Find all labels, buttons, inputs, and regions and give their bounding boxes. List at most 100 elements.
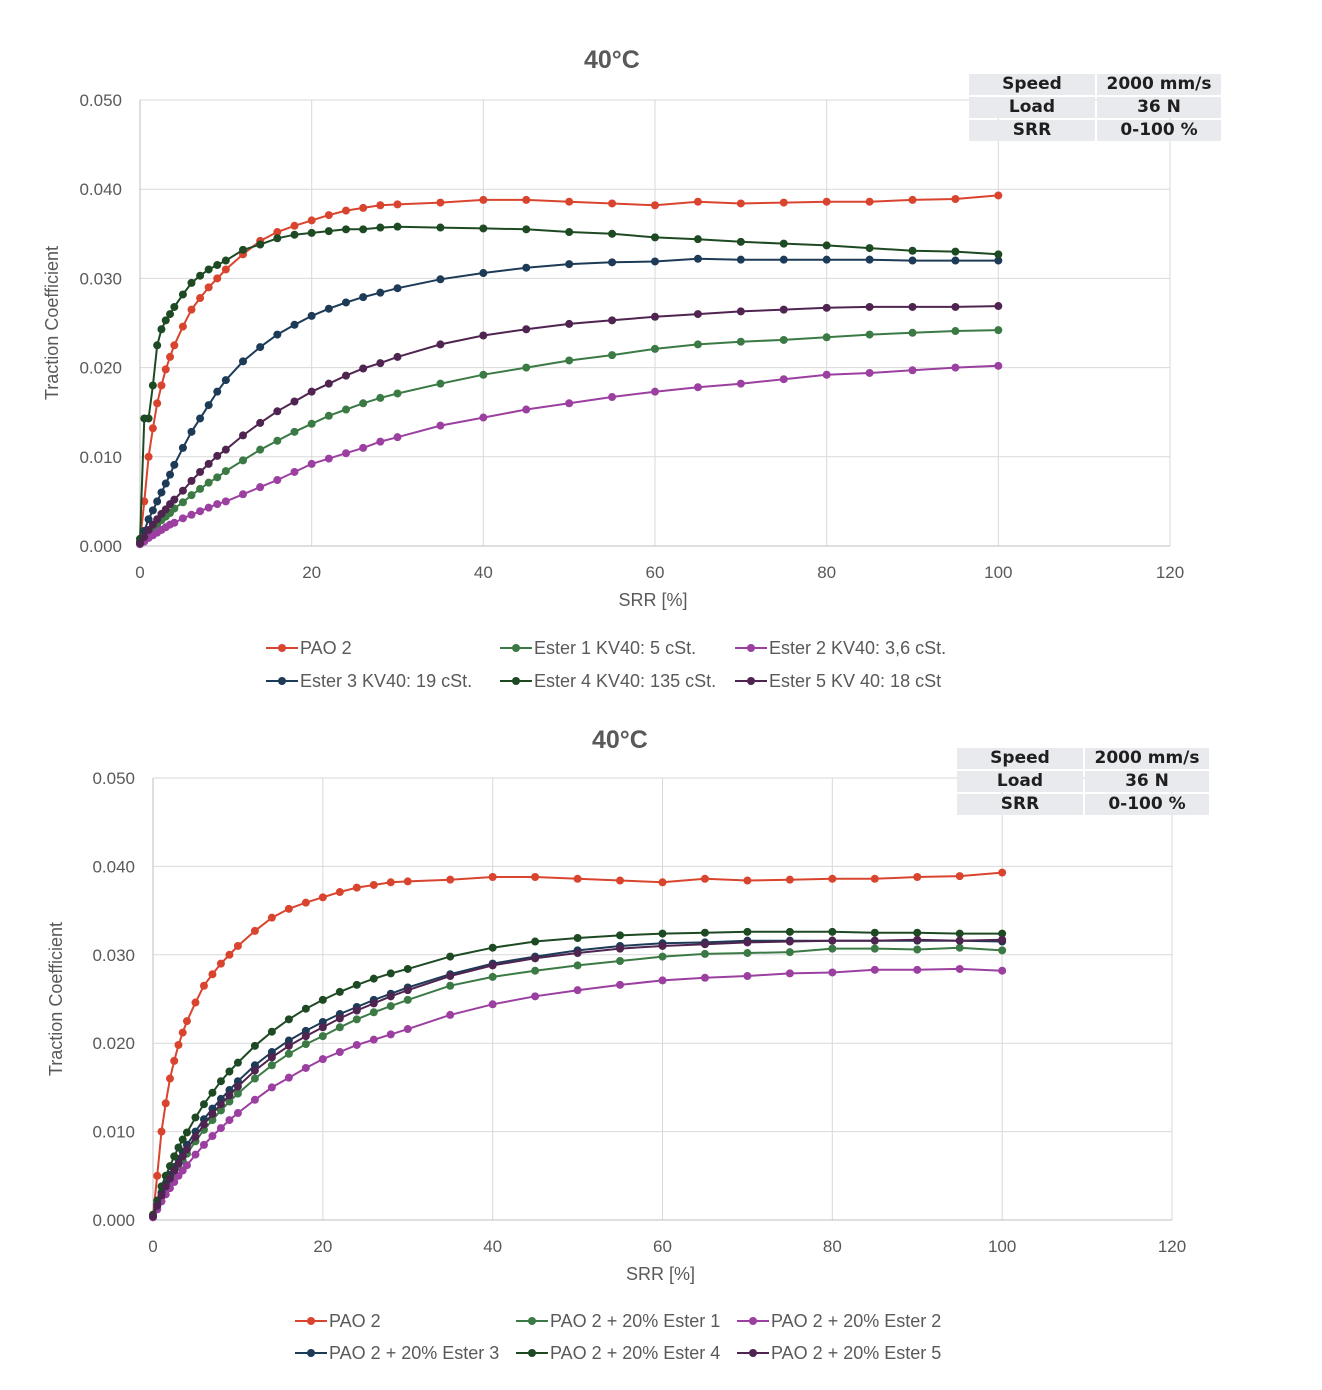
data-point [290, 230, 299, 239]
series-2 [136, 326, 1003, 548]
data-point [779, 305, 788, 314]
data-point [994, 361, 1003, 370]
data-point [267, 1053, 276, 1062]
legend-swatch [516, 1341, 548, 1365]
data-point [359, 443, 368, 452]
data-point [779, 375, 788, 384]
y-tick-label: 0.020 [92, 1034, 135, 1053]
legend-item-ester1: PAO 2 + 20% Ester 1 [516, 1309, 720, 1333]
data-point [221, 467, 230, 476]
series-line [139, 364, 999, 546]
data-point [307, 459, 316, 468]
data-point [700, 949, 709, 958]
data-point [994, 256, 1003, 265]
data-point [616, 980, 625, 989]
legend-swatch [266, 636, 298, 660]
data-point [573, 874, 582, 883]
data-point [436, 223, 445, 232]
data-point [393, 284, 402, 293]
data-point [393, 433, 402, 442]
data-point [565, 197, 574, 206]
data-point [153, 1201, 162, 1210]
legend-item-pao2: PAO 2 [295, 1309, 381, 1333]
data-point [213, 261, 222, 270]
data-point [233, 941, 242, 950]
data-point [736, 379, 745, 388]
legend-swatch [500, 669, 532, 693]
data-point [216, 1100, 225, 1109]
data-point [216, 1077, 225, 1086]
x-tick-label: 60 [646, 563, 665, 582]
legend-label: PAO 2 [329, 1310, 381, 1331]
data-point [199, 1140, 208, 1149]
y-axis-title: Traction Coefficient [46, 922, 66, 1076]
data-point [522, 325, 531, 334]
data-point [208, 1116, 217, 1125]
data-point [216, 1106, 225, 1115]
info-value: 36 N [1097, 97, 1221, 118]
data-point [301, 1032, 310, 1041]
data-point [700, 874, 709, 883]
data-point [994, 191, 1003, 200]
data-point [870, 874, 879, 883]
legend-swatch [737, 1309, 769, 1333]
grid-lines [152, 777, 1173, 1221]
data-point [187, 510, 196, 519]
data-point [290, 320, 299, 329]
info-key: SRR [969, 120, 1095, 141]
data-point [386, 1030, 395, 1039]
series-6 [136, 302, 1003, 548]
data-point [403, 964, 412, 973]
x-tick-label: 60 [653, 1237, 672, 1256]
chart-title: 40°C [584, 46, 640, 74]
data-point [221, 265, 230, 274]
data-point [743, 972, 752, 981]
data-point [616, 944, 625, 953]
data-point [386, 992, 395, 1001]
series-line [152, 939, 1003, 1216]
x-tick-label: 0 [135, 563, 144, 582]
data-point [693, 197, 702, 206]
data-point [436, 340, 445, 349]
data-point [324, 454, 333, 463]
data-point [822, 303, 831, 312]
data-point [191, 1113, 200, 1122]
data-point [273, 228, 282, 237]
data-point [865, 197, 874, 206]
data-point [951, 256, 960, 265]
legend-swatch [295, 1341, 327, 1365]
data-point [693, 254, 702, 263]
data-point [233, 1109, 242, 1118]
data-point [951, 363, 960, 372]
data-point [290, 221, 299, 230]
data-point [616, 931, 625, 940]
data-point [170, 495, 179, 504]
data-point [951, 247, 960, 256]
data-point [199, 1120, 208, 1129]
data-point [700, 940, 709, 949]
legend-item-ester4: PAO 2 + 20% Ester 4 [516, 1341, 720, 1365]
y-tick-label: 0.020 [79, 359, 122, 378]
data-point [178, 498, 187, 507]
data-point [531, 937, 540, 946]
data-point [178, 322, 187, 331]
data-point [153, 399, 162, 408]
data-point [693, 310, 702, 319]
y-tick-label: 0.010 [79, 448, 122, 467]
series-line [152, 930, 1003, 1215]
data-point [828, 936, 837, 945]
data-point [573, 949, 582, 958]
data-point [479, 370, 488, 379]
series-1 [149, 868, 1007, 1220]
data-point [658, 929, 667, 938]
y-tick-label: 0.030 [79, 269, 122, 288]
data-point [191, 1132, 200, 1141]
data-point [148, 506, 157, 515]
data-point [998, 946, 1007, 955]
data-point [436, 421, 445, 430]
legend-label: Ester 5 KV 40: 18 cSt [769, 670, 942, 691]
info-value: 0-100 % [1097, 120, 1221, 141]
data-point [307, 311, 316, 320]
data-point [608, 316, 617, 325]
data-point [324, 227, 333, 236]
